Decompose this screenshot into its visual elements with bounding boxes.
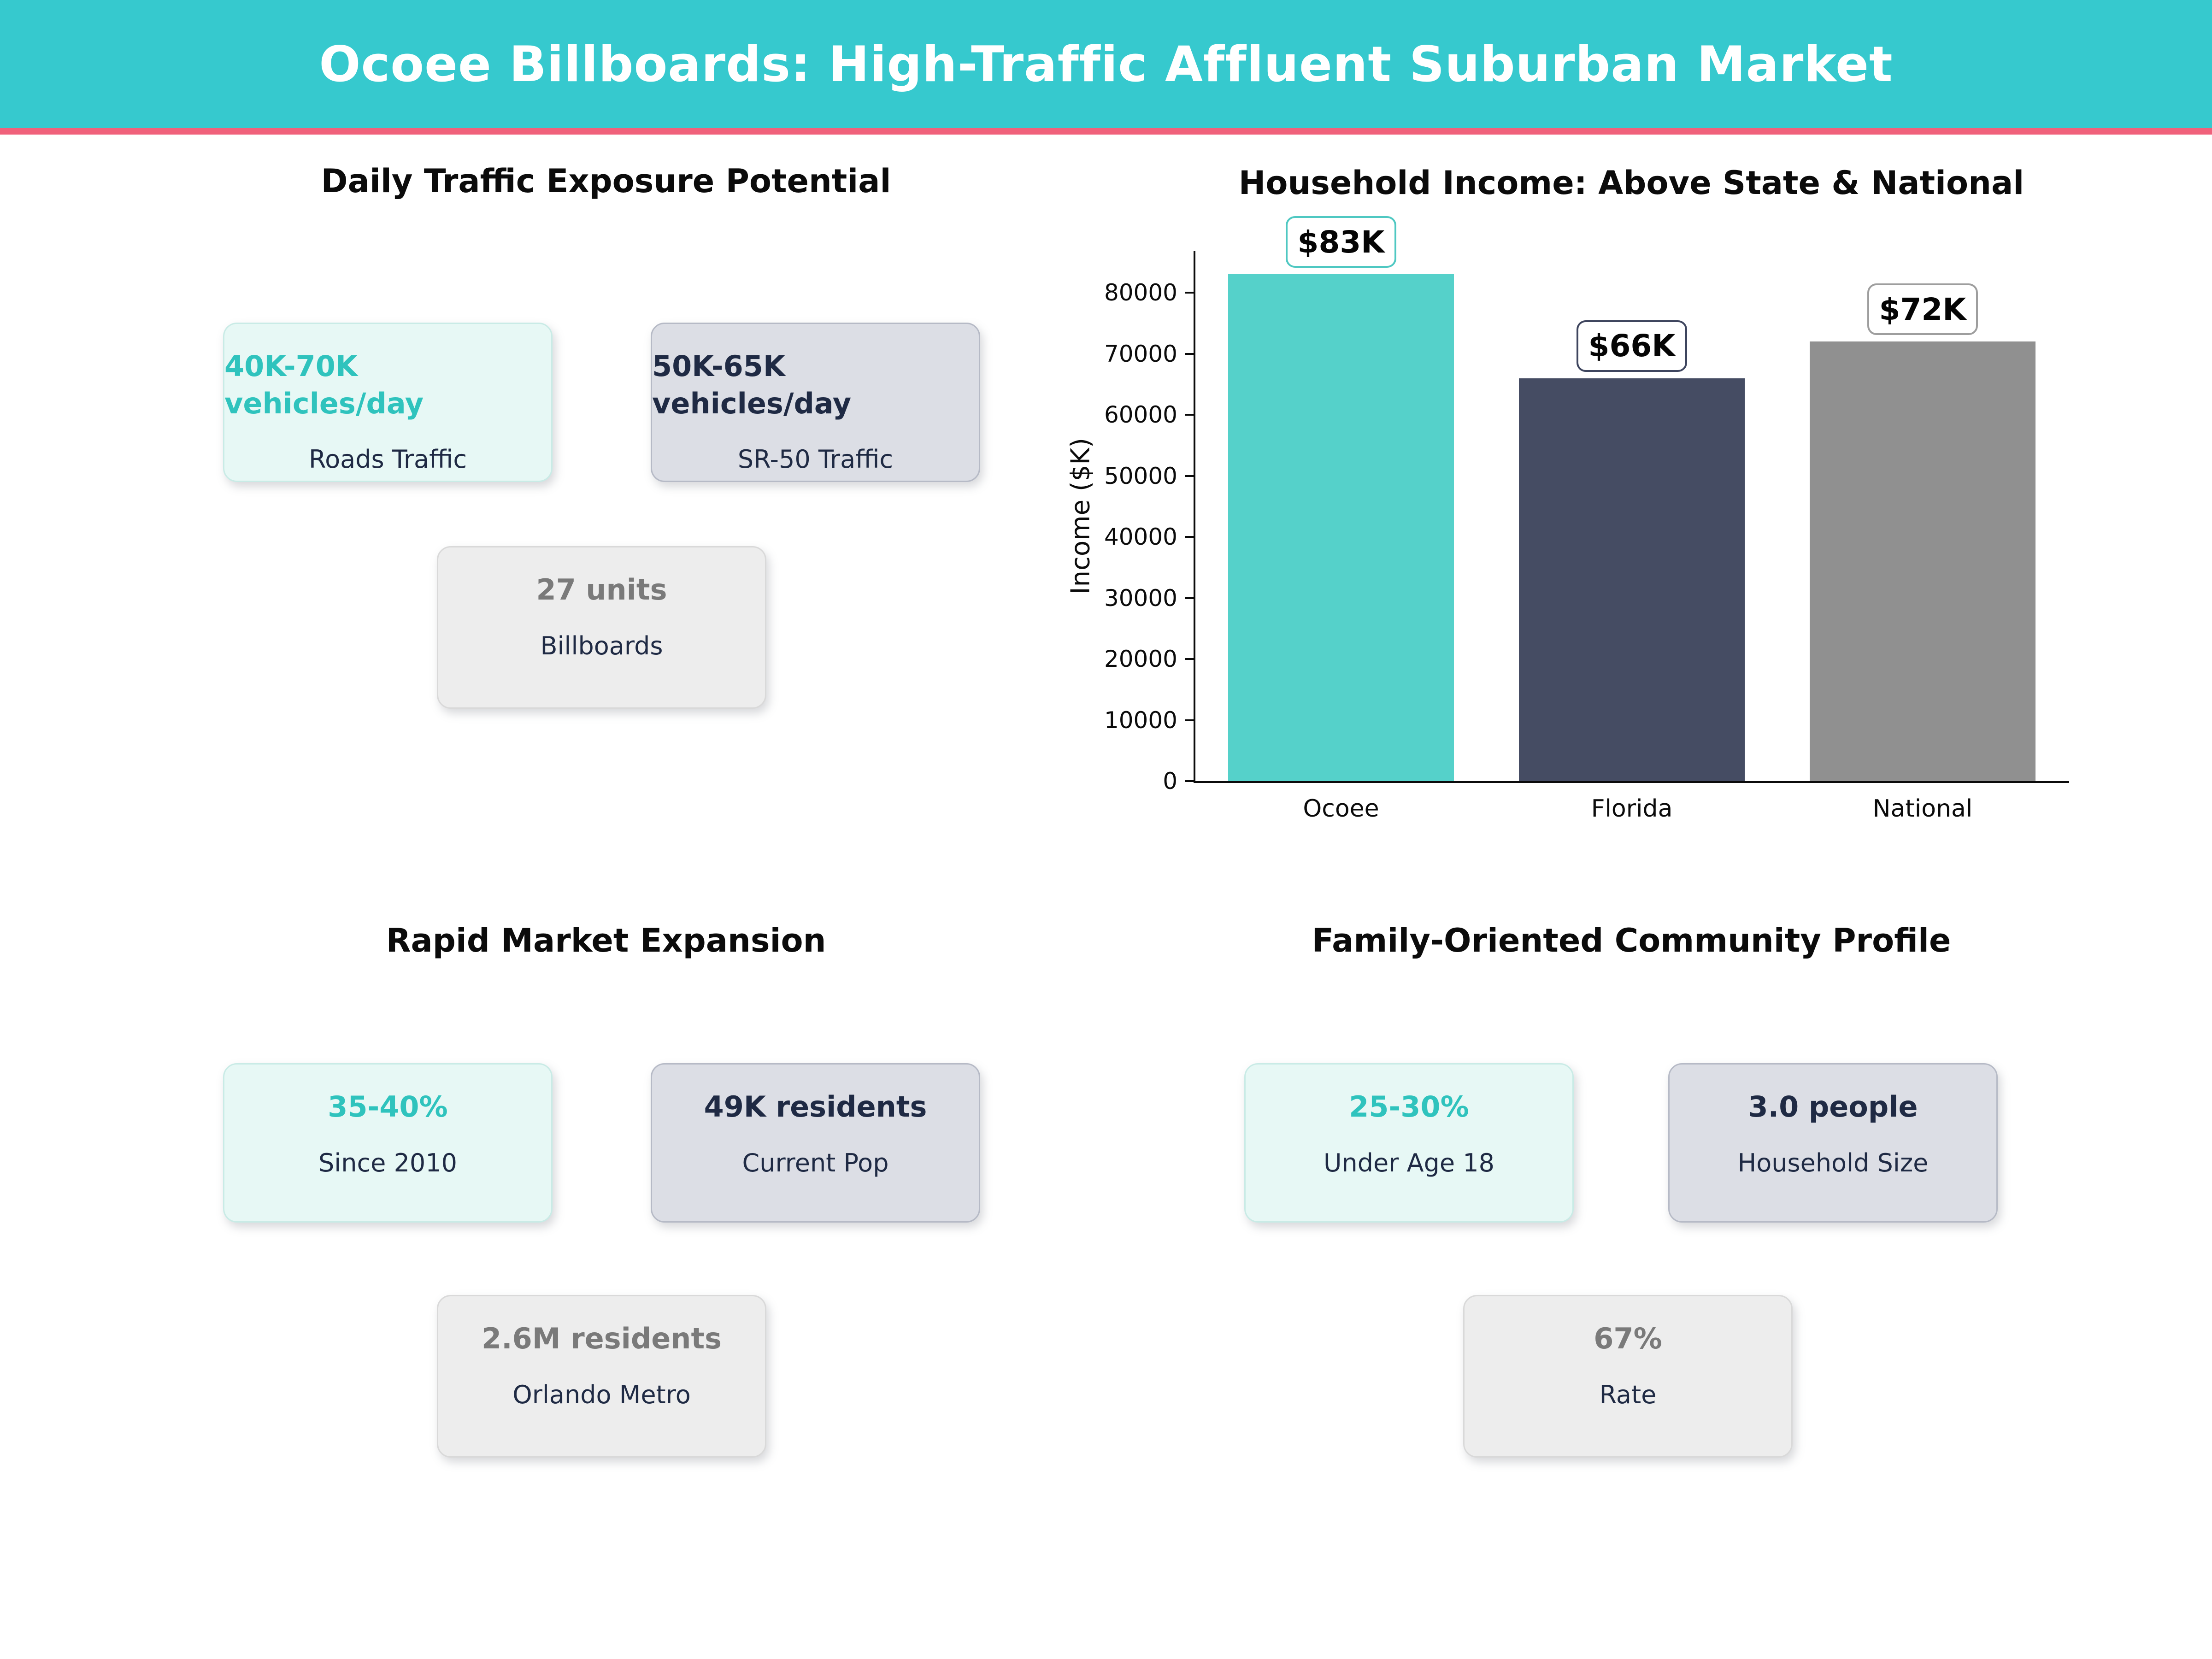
y-tick-label: 50000: [1104, 462, 1177, 489]
y-tick-label: 10000: [1104, 706, 1177, 734]
y-axis-line: [1194, 251, 1195, 783]
stat-value: 50K-65K vehicles/day: [652, 349, 852, 420]
stat-value: 25-30%: [1349, 1090, 1469, 1124]
stat-value: 35-40%: [328, 1090, 448, 1124]
bar-value-annotation: $66K: [1577, 320, 1687, 372]
stat-label: Orlando Metro: [512, 1380, 691, 1409]
y-tick-label: 60000: [1104, 401, 1177, 428]
section-title-traffic: Daily Traffic Exposure Potential: [321, 162, 891, 200]
stat-value: 40K-70K vehicles/day: [224, 349, 424, 420]
y-tick-mark: [1185, 353, 1195, 355]
y-tick-label: 30000: [1104, 584, 1177, 612]
bar-value-annotation: $83K: [1286, 216, 1396, 268]
y-tick-label: 70000: [1104, 340, 1177, 367]
y-tick-label: 0: [1163, 768, 1177, 794]
y-tick-mark: [1185, 597, 1195, 599]
stat-label: Under Age 18: [1324, 1148, 1494, 1177]
x-tick-label: Florida: [1591, 795, 1673, 823]
y-tick-mark: [1185, 475, 1195, 477]
y-axis-label: Income ($K): [1065, 438, 1096, 594]
stat-value: 67%: [1594, 1322, 1662, 1355]
stat-card-growth-since-2010: 35-40% Since 2010: [223, 1063, 553, 1223]
stat-value: 2.6M residents: [481, 1322, 722, 1355]
stat-label: Rate: [1599, 1380, 1657, 1409]
x-tick-label: Ocoee: [1303, 795, 1379, 823]
section-title-community: Family-Oriented Community Profile: [1312, 922, 1951, 959]
y-tick-mark: [1185, 536, 1195, 538]
section-title-expansion: Rapid Market Expansion: [386, 922, 826, 959]
y-tick-mark: [1185, 414, 1195, 416]
stat-label: Billboards: [540, 631, 663, 660]
stat-card-roads-traffic: 40K-70K vehicles/day Roads Traffic: [223, 323, 553, 482]
x-axis-line: [1194, 781, 2069, 783]
income-bar-florida: [1519, 378, 1745, 781]
income-bar-national: [1810, 341, 2036, 781]
stat-label: Since 2010: [318, 1148, 457, 1177]
y-tick-label: 80000: [1104, 279, 1177, 306]
header-divider: [0, 128, 2212, 135]
stat-card-current-pop: 49K residents Current Pop: [651, 1063, 980, 1223]
y-tick-label: 20000: [1104, 646, 1177, 672]
stat-card-billboards: 27 units Billboards: [437, 546, 766, 709]
x-tick-label: National: [1872, 795, 1973, 823]
stat-card-rate: 67% Rate: [1463, 1295, 1793, 1458]
stat-label: Household Size: [1737, 1148, 1929, 1177]
income-bar-ocoee: [1228, 274, 1454, 781]
bar-value-annotation: $72K: [1867, 283, 1978, 335]
stat-label: SR-50 Traffic: [737, 445, 894, 474]
header-banner: Ocoee Billboards: High-Traffic Affluent …: [0, 0, 2212, 128]
stat-value: 27 units: [536, 573, 667, 606]
stat-value: 49K residents: [704, 1090, 927, 1124]
stat-card-household-size: 3.0 people Household Size: [1668, 1063, 1998, 1223]
y-tick-mark: [1185, 658, 1195, 660]
stat-card-under-age-18: 25-30% Under Age 18: [1244, 1063, 1574, 1223]
stat-label: Current Pop: [742, 1148, 889, 1177]
stat-label: Roads Traffic: [308, 445, 467, 474]
y-tick-label: 40000: [1104, 524, 1177, 550]
y-tick-mark: [1185, 780, 1195, 782]
stat-card-sr50-traffic: 50K-65K vehicles/day SR-50 Traffic: [651, 323, 980, 482]
y-tick-mark: [1185, 292, 1195, 294]
chart-title: Household Income: Above State & National: [1238, 164, 2024, 202]
stat-value: 3.0 people: [1748, 1090, 1918, 1124]
stat-card-orlando-metro: 2.6M residents Orlando Metro: [437, 1295, 766, 1458]
page-title: Ocoee Billboards: High-Traffic Affluent …: [319, 35, 1893, 93]
y-tick-mark: [1185, 719, 1195, 721]
